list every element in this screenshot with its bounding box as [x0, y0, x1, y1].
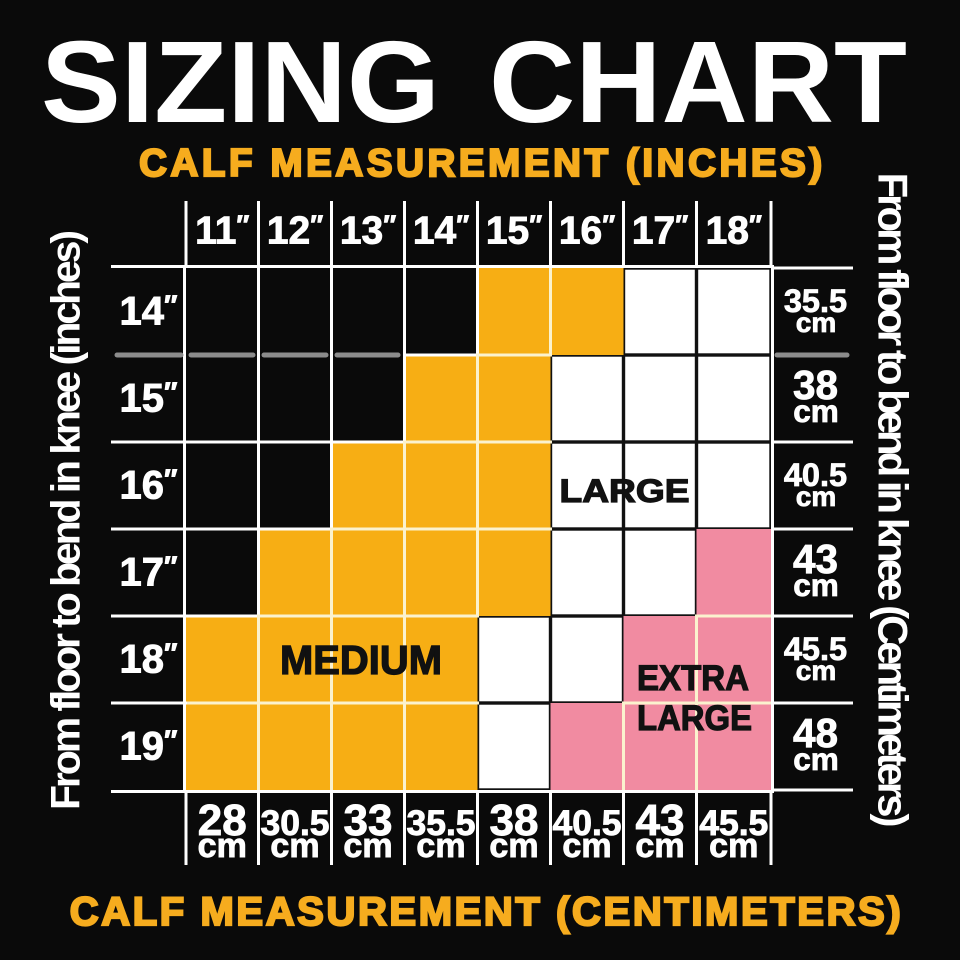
svg-text:cm: cm — [489, 827, 538, 865]
svg-text:cm: cm — [709, 827, 758, 865]
svg-text:35.5: 35.5 — [784, 283, 847, 319]
svg-text:45.5: 45.5 — [784, 631, 847, 667]
svg-text:cm: cm — [796, 655, 836, 686]
svg-text:CALF MEASUREMENT (CENTIMETERS): CALF MEASUREMENT (CENTIMETERS) — [70, 890, 904, 934]
svg-text:45.5: 45.5 — [699, 803, 768, 843]
svg-text:cm: cm — [796, 481, 836, 512]
svg-text:LARGE: LARGE — [560, 473, 690, 509]
svg-text:cm: cm — [635, 827, 684, 865]
svg-text:cm: cm — [562, 827, 611, 865]
svg-text:28: 28 — [198, 796, 247, 845]
svg-text:40.5: 40.5 — [552, 803, 621, 843]
svg-text:30.5: 30.5 — [260, 803, 329, 843]
svg-text:43: 43 — [793, 536, 838, 582]
svg-text:cm: cm — [416, 827, 465, 865]
svg-text:From floor to bend in knee (Ce: From floor to bend in knee (Centimeters) — [870, 173, 917, 828]
svg-text:cm: cm — [198, 827, 247, 865]
svg-text:33: 33 — [344, 796, 393, 845]
svg-text:cm: cm — [793, 393, 839, 429]
svg-text:13″: 13″ — [340, 210, 396, 253]
svg-text:EXTRA: EXTRA — [637, 659, 749, 698]
svg-text:35.5: 35.5 — [406, 803, 475, 843]
svg-text:cm: cm — [793, 567, 839, 603]
svg-text:14″: 14″ — [120, 289, 178, 333]
svg-text:CHART: CHART — [489, 17, 907, 147]
svg-text:cm: cm — [270, 827, 319, 865]
svg-text:cm: cm — [793, 741, 839, 777]
svg-text:48: 48 — [793, 710, 838, 756]
svg-text:CALF MEASUREMENT (INCHES): CALF MEASUREMENT (INCHES) — [139, 142, 826, 185]
svg-text:From floor to bend in knee (in: From floor to bend in knee (inches) — [43, 230, 89, 810]
svg-text:LARGE: LARGE — [637, 699, 752, 738]
svg-text:40.5: 40.5 — [784, 457, 847, 493]
svg-text:cm: cm — [796, 307, 836, 338]
svg-text:14″: 14″ — [413, 210, 469, 253]
svg-text:38: 38 — [490, 796, 539, 845]
svg-text:11″: 11″ — [195, 210, 249, 253]
svg-text:SIZING: SIZING — [41, 17, 440, 147]
svg-text:43: 43 — [636, 796, 685, 845]
svg-text:38: 38 — [793, 362, 838, 408]
svg-text:MEDIUM: MEDIUM — [280, 637, 442, 683]
svg-text:cm: cm — [343, 827, 392, 865]
